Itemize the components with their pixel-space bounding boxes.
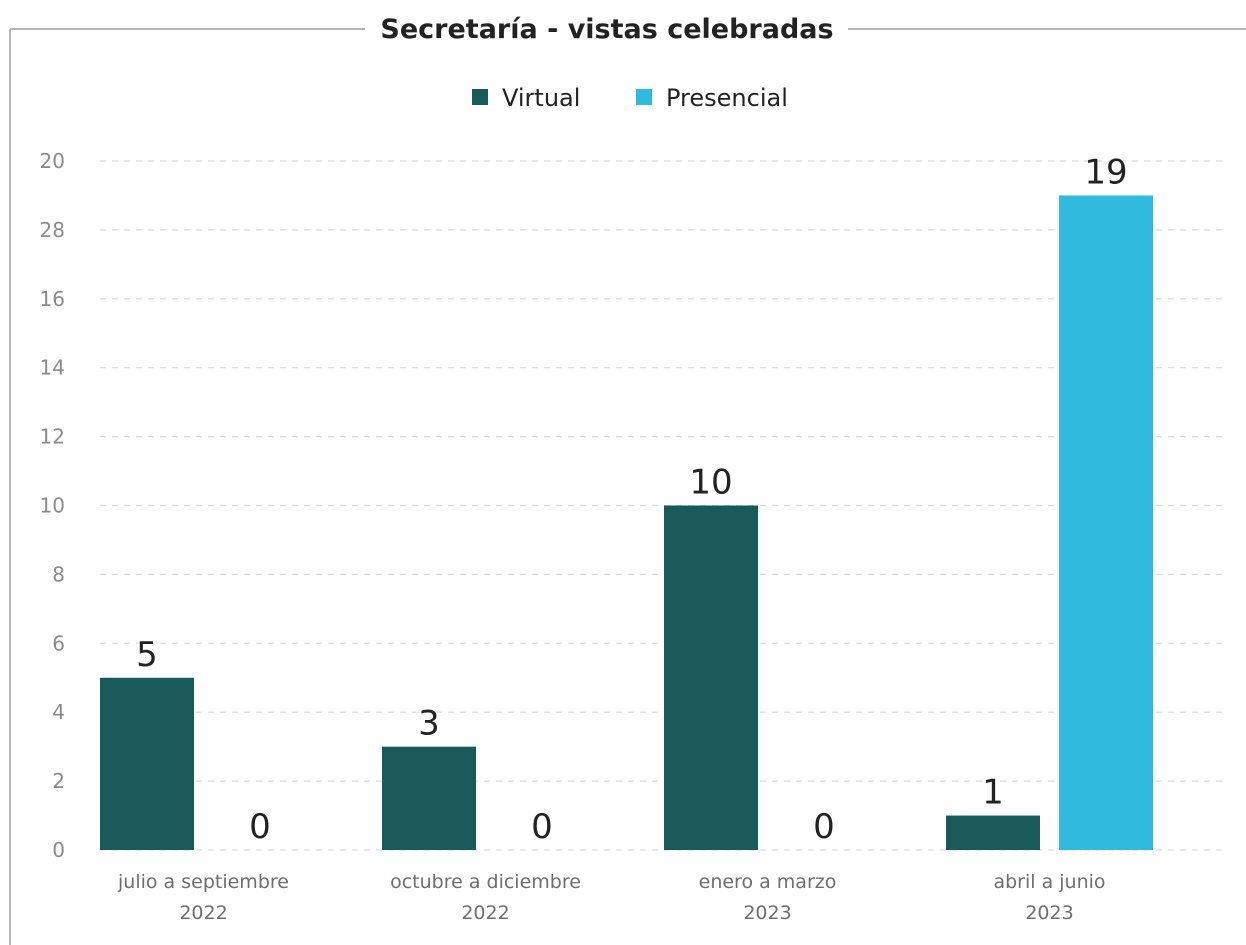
y-tick-label: 2 — [52, 769, 65, 793]
x-category-label: abril a junio — [993, 871, 1105, 893]
data-label: 0 — [249, 807, 271, 847]
y-tick-label: 4 — [52, 700, 65, 724]
bar-presencial — [1059, 195, 1153, 850]
legend-swatch-presencial — [636, 89, 652, 105]
data-label: 10 — [689, 463, 732, 503]
y-tick-label: 0 — [52, 838, 65, 862]
bar-virtual — [100, 677, 194, 850]
data-labels: 5 0 3 0 10 0 1 19 — [136, 152, 1127, 847]
bars — [100, 195, 1153, 850]
chart-border — [9, 28, 1246, 945]
legend-label-virtual: Virtual — [502, 84, 580, 112]
y-tick-label: 8 — [52, 562, 65, 586]
data-label: 1 — [982, 773, 1004, 813]
x-category-year: 2023 — [743, 902, 791, 924]
data-label: 0 — [531, 807, 553, 847]
data-label: 19 — [1084, 152, 1127, 192]
y-tick-label: 6 — [52, 631, 65, 655]
y-tick-label: 16 — [40, 287, 65, 311]
x-category-year: 2022 — [461, 902, 509, 924]
bar-virtual — [382, 746, 476, 850]
bar-virtual — [664, 505, 758, 850]
y-tick-label: 28 — [40, 218, 65, 242]
y-tick-label: 20 — [40, 149, 65, 173]
data-label: 3 — [418, 704, 440, 744]
y-axis-ticks: 0 2 4 6 8 10 12 14 16 28 20 — [40, 149, 65, 862]
data-label: 5 — [136, 635, 158, 675]
bar-virtual — [946, 815, 1040, 850]
data-label: 0 — [813, 807, 835, 847]
y-tick-label: 10 — [40, 494, 65, 518]
y-tick-label: 14 — [40, 356, 65, 380]
legend-label-presencial: Presencial — [666, 84, 788, 112]
x-category-label: enero a marzo — [699, 871, 837, 893]
y-tick-label: 12 — [40, 425, 65, 449]
legend-swatch-virtual — [472, 89, 488, 105]
x-axis-categories: julio a septiembre 2022 octubre a diciembr… — [117, 871, 1106, 924]
x-category-year: 2023 — [1025, 902, 1073, 924]
x-category-label: octubre a diciembre — [390, 871, 581, 893]
chart-title: Secretaría - vistas celebradas — [380, 14, 833, 45]
x-category-label: julio a septiembre — [117, 871, 289, 893]
x-category-year: 2022 — [179, 902, 227, 924]
legend: Virtual Presencial — [472, 84, 788, 112]
